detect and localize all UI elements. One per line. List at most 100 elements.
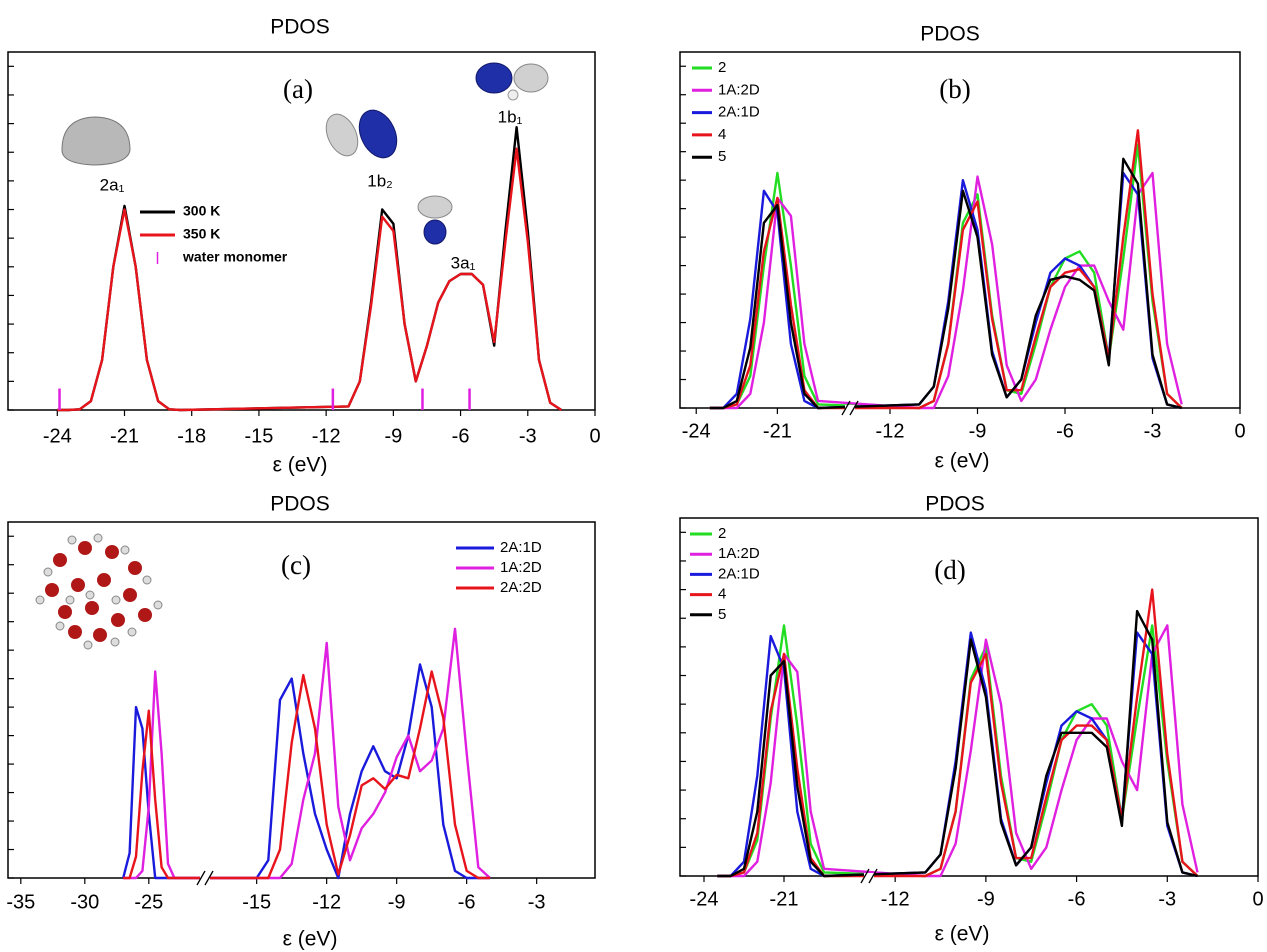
axis-break-mark — [868, 868, 878, 884]
panel-label: (a) — [283, 74, 313, 104]
x-axis-label: ε (eV) — [935, 450, 990, 473]
insets — [35, 62, 549, 650]
x-tick-label: -12 — [312, 425, 341, 447]
legend-label: 1A:2D — [718, 81, 760, 98]
series-line — [123, 627, 491, 880]
x-axis-label: ε (eV) — [273, 454, 328, 477]
legend-label: 300 K — [183, 203, 220, 219]
water-cluster — [35, 533, 163, 650]
plot-frame — [679, 51, 1241, 409]
x-tick-label: 0 — [1234, 420, 1245, 442]
axis-break-mark — [204, 870, 214, 886]
x-tick-label: -3 — [528, 891, 546, 913]
series-line — [122, 663, 490, 880]
x-tick-label: -15 — [242, 891, 271, 913]
orbital-3a1-a — [417, 195, 453, 219]
peak-annotation: 1b₁ — [498, 107, 523, 126]
x-tick-label: -6 — [452, 425, 470, 447]
axis-break-mark — [849, 400, 859, 416]
series-line — [709, 129, 1183, 410]
orbital-2a1 — [61, 116, 131, 166]
chart-title: PDOS — [925, 493, 985, 516]
x-tick-label: -12 — [876, 420, 905, 442]
x-tick-label: -18 — [177, 425, 206, 447]
legend-label: 2 — [718, 525, 726, 542]
legend-label: 1A:2D — [718, 545, 760, 562]
peak-annotation: 1b₂ — [367, 171, 393, 190]
x-axis-label: ε (eV) — [283, 928, 338, 951]
axis-break-gap — [845, 405, 855, 411]
orbital-1b1-b — [513, 63, 549, 93]
panel-label: (b) — [939, 74, 970, 104]
x-tick-label: -6 — [1056, 420, 1074, 442]
x-tick-label: 0 — [589, 425, 600, 447]
legend-label: 5 — [718, 606, 726, 623]
legend-label: water monomer — [182, 249, 288, 265]
peak-annotation: 2a₁ — [100, 175, 125, 194]
orbital-1b2-b — [358, 109, 398, 159]
plot-frame — [679, 517, 1259, 877]
x-tick-label: -21 — [763, 420, 792, 442]
x-tick-label: -15 — [244, 425, 273, 447]
orbital-1b1-a — [475, 62, 513, 94]
legend-label: 350 K — [183, 226, 220, 242]
x-tick-label: -24 — [43, 425, 72, 447]
panel: PDOS (b) ε (eV) -24 -21 -12 -9 -6 -3 0 2 1A:2D 2A:1D… — [679, 23, 1246, 473]
series-line — [709, 157, 1182, 410]
orbital-1b2-a — [325, 113, 359, 157]
panel-label: (c) — [281, 550, 311, 580]
chart-title: PDOS — [270, 16, 330, 39]
x-tick-label: -3 — [1144, 420, 1162, 442]
orbital-3a1-b — [423, 219, 447, 245]
x-tick-label: -9 — [969, 420, 987, 442]
panel: PDOS (a) ε (eV) -24 -21 -18 -15 -12 -9 -6 -3 0 300 K… — [7, 16, 601, 477]
x-axis-label: ε (eV) — [935, 923, 990, 946]
series-line — [717, 624, 1199, 878]
panel: PDOS (d) ε (eV) -24 -21 -12 -9 -6 -3 0 2 1A:2D 2A:1D… — [679, 493, 1264, 946]
series-line — [709, 143, 1183, 410]
x-tick-label: -3 — [519, 425, 537, 447]
legend-label: 2A:2D — [500, 579, 542, 596]
x-tick-label: -12 — [881, 888, 910, 910]
series-line — [123, 670, 490, 880]
series-line — [57, 126, 563, 412]
axis-break-mark — [860, 868, 870, 884]
x-tick-label: -24 — [690, 888, 719, 910]
x-tick-label: -12 — [312, 891, 341, 913]
legend-label: 1A:2D — [500, 559, 542, 576]
x-tick-label: -30 — [70, 891, 99, 913]
series-line — [709, 171, 1183, 410]
panel-label: (d) — [934, 555, 965, 585]
axis-break-mark — [196, 870, 206, 886]
legend-label: 2 — [718, 59, 726, 76]
axis-break-gap — [200, 875, 210, 881]
legend-label: 4 — [718, 586, 726, 603]
x-tick-label: -21 — [110, 425, 139, 447]
x-tick-label: -9 — [977, 888, 995, 910]
legend-label: 4 — [718, 126, 726, 143]
x-tick-label: -9 — [384, 425, 402, 447]
axis-break-gap — [864, 873, 874, 879]
series-line — [709, 171, 1182, 410]
axis-break-mark — [841, 400, 851, 416]
series-line — [717, 588, 1199, 878]
series-line — [57, 147, 563, 412]
plot-frame — [7, 51, 596, 411]
x-tick-label: -6 — [458, 891, 476, 913]
orbital-1b1-h — [507, 89, 519, 101]
plot-frame — [7, 521, 596, 879]
chart-title: PDOS — [270, 493, 330, 516]
x-tick-label: -3 — [1158, 888, 1176, 910]
x-tick-label: -24 — [682, 420, 711, 442]
panel: PDOS (c) ε (eV) -35 -30 -25 -15 -12 -9 -6 -3 2A:1D 1… — [6, 493, 596, 951]
x-tick-label: -25 — [134, 891, 163, 913]
chart-title: PDOS — [920, 23, 980, 46]
legend-label: 2A:1D — [718, 565, 760, 582]
peak-annotation: 3a₁ — [451, 253, 476, 272]
x-tick-label: -6 — [1068, 888, 1086, 910]
legend-label: 2A:1D — [718, 104, 760, 121]
legend-label: 2A:1D — [500, 539, 542, 556]
x-tick-label: -21 — [770, 888, 799, 910]
x-tick-label: -9 — [388, 891, 406, 913]
